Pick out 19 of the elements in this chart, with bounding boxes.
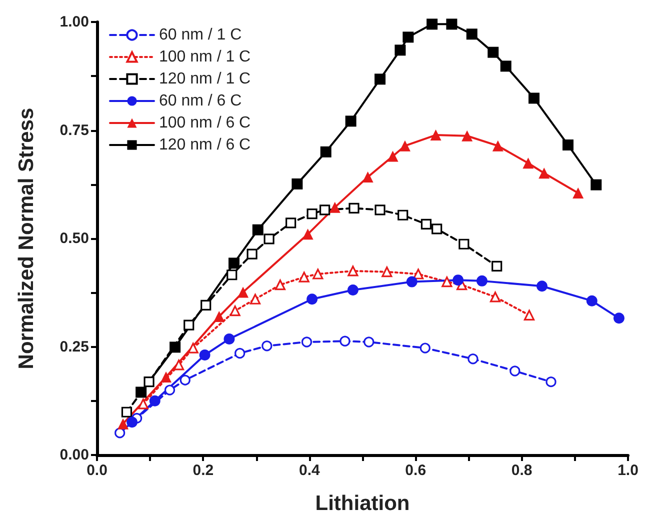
- legend-label: 60 nm / 1 C: [159, 26, 242, 44]
- legend-label: 120 nm / 1 C: [159, 70, 251, 88]
- legend-label: 120 nm / 6 C: [159, 136, 251, 154]
- x-tick-label: 0.6: [405, 462, 426, 479]
- y-tick-label: 0.25: [60, 338, 89, 356]
- legend-label: 100 nm / 1 C: [159, 48, 251, 66]
- x-tick-label: 0.2: [192, 462, 214, 479]
- x-tick-label: 0.0: [86, 462, 108, 479]
- y-tick-label: 0.75: [60, 122, 89, 139]
- x-axis-title: Lithiation: [315, 492, 410, 515]
- y-tick-label: 1.00: [60, 14, 89, 30]
- legend-label: 100 nm / 6 C: [159, 114, 251, 132]
- x-tick-label: 0.4: [298, 462, 320, 479]
- legend-label: 60 nm / 6 C: [159, 92, 242, 110]
- y-tick-label: 0.50: [60, 230, 89, 247]
- y-tick-label: 0.00: [60, 446, 89, 464]
- y-axis-title: Normalized Normal Stress: [15, 108, 38, 370]
- x-tick-label: 1.0: [618, 462, 638, 479]
- x-tick-label: 0.8: [511, 462, 532, 479]
